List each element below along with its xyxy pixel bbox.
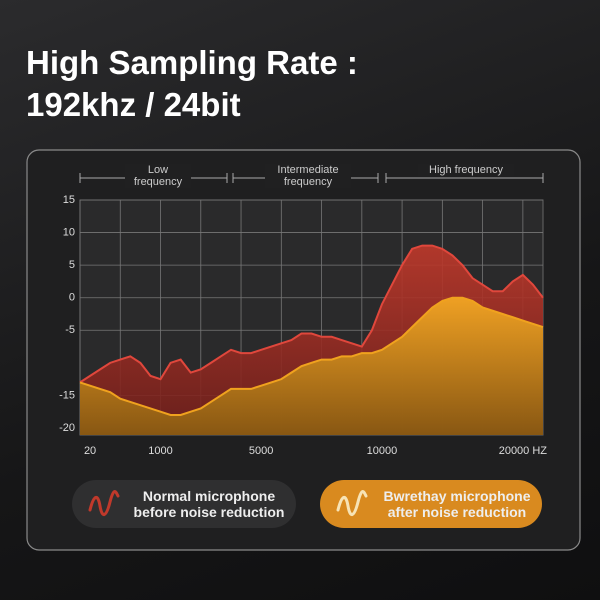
line: [79, 244, 544, 384]
subtitle: 192khz / 24bit: [26, 86, 241, 123]
y-tick-label: 0: [69, 292, 75, 304]
band-label: Low frequency: [125, 164, 191, 188]
title: High Sampling Rate :: [26, 44, 358, 81]
y-tick-label: 5: [69, 259, 75, 271]
legend-item: Normal microphone before noise reduction: [72, 480, 296, 528]
area: [80, 297, 543, 435]
legend-label: Normal microphone before noise reduction: [133, 488, 285, 520]
x-tick-label: 20000 HZ: [499, 445, 548, 457]
y-tick-label: -5: [65, 324, 75, 336]
x-tick-label: 10000: [367, 445, 398, 457]
x-tick-label: 1000: [148, 445, 172, 457]
y-tick-label: -15: [59, 389, 75, 401]
legend-icon: [88, 490, 120, 516]
band-label: Intermediate frequency: [265, 164, 351, 188]
y-tick-label: 10: [63, 226, 75, 238]
band-label: High frequency: [418, 164, 514, 176]
legend-icon: [336, 490, 368, 516]
y-tick-label: -20: [59, 422, 75, 434]
x-tick-label: 5000: [249, 445, 273, 457]
legend-item: Bwrethay microphone after noise reductio…: [320, 480, 542, 528]
y-tick-label: 15: [63, 194, 75, 206]
legend-label: Bwrethay microphone after noise reductio…: [383, 488, 531, 520]
line: [79, 296, 544, 416]
x-tick-label: 20: [84, 445, 96, 457]
